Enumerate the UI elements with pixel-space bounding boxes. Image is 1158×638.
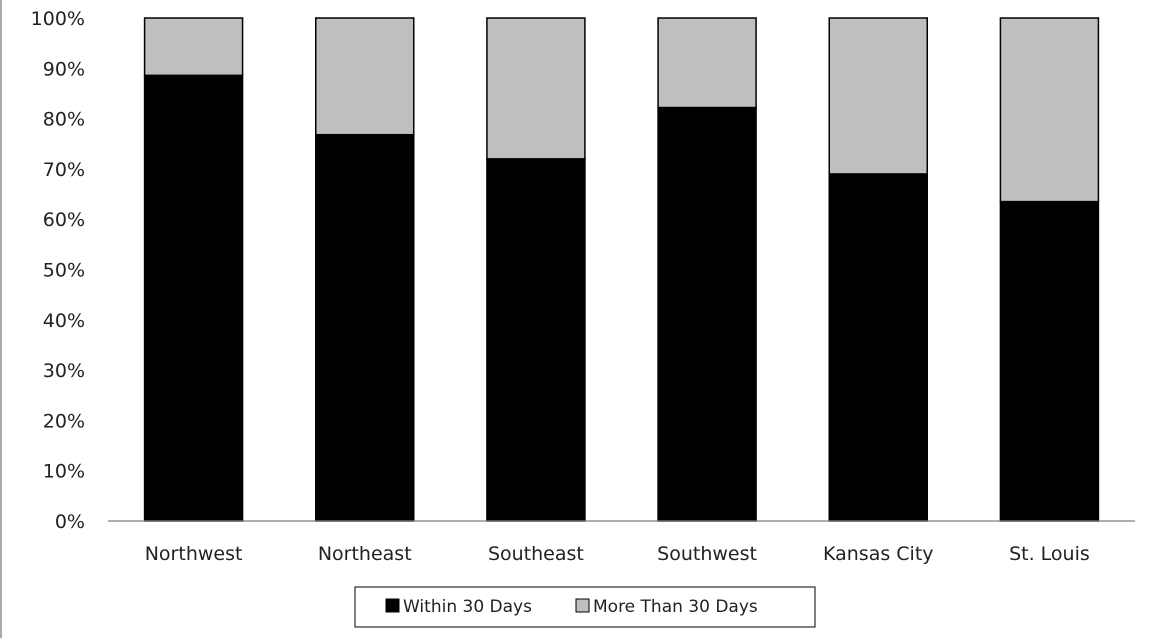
y-tick-label: 30% [43,360,85,382]
x-category-label: Southwest [657,543,757,565]
y-tick-label: 0% [55,511,85,533]
legend-label: Within 30 Days [403,597,532,617]
bar-segment-more-than-30-days [315,17,415,136]
bar-segment-within-30-days [999,200,1100,522]
x-category-label: Kansas City [823,543,934,565]
y-tick-label: 100% [31,8,85,30]
bar-segment-within-30-days [143,74,244,522]
bar-segment-within-30-days [828,173,928,522]
y-tick-label: 50% [43,260,85,282]
bar-segment-within-30-days [657,106,757,522]
bar-segment-more-than-30-days [143,17,244,77]
y-tick-label: 70% [43,159,85,181]
bar-segment-more-than-30-days [486,17,586,160]
x-category-label: St. Louis [1009,543,1090,565]
legend-swatch [575,598,590,613]
y-tick-label: 20% [43,410,85,432]
bar-segment-within-30-days [486,158,586,522]
x-category-label: Northwest [145,543,243,565]
y-axis-ticks: 0% 10% 20% 30% 40% 50% 60% 70% 80% 90% 100% [31,8,85,533]
y-tick-label: 80% [43,109,85,131]
y-tick-label: 40% [43,310,85,332]
bars-group [143,17,1100,522]
bar-segment-more-than-30-days [828,17,928,175]
legend-label: More Than 30 Days [593,597,758,617]
bar-segment-more-than-30-days [999,17,1100,203]
legend: Within 30 Days More Than 30 Days [354,586,816,628]
x-category-label: Northeast [318,543,412,565]
x-axis-categories: Northwest Northeast Southeast Southwest Kans… [145,543,1090,565]
x-category-label: Southeast [488,543,584,565]
bar-segment-within-30-days [315,133,415,522]
legend-swatch [385,598,400,613]
y-tick-label: 90% [43,58,85,80]
y-tick-label: 60% [43,209,85,231]
bar-segment-more-than-30-days [657,17,757,109]
y-tick-label: 10% [43,461,85,483]
